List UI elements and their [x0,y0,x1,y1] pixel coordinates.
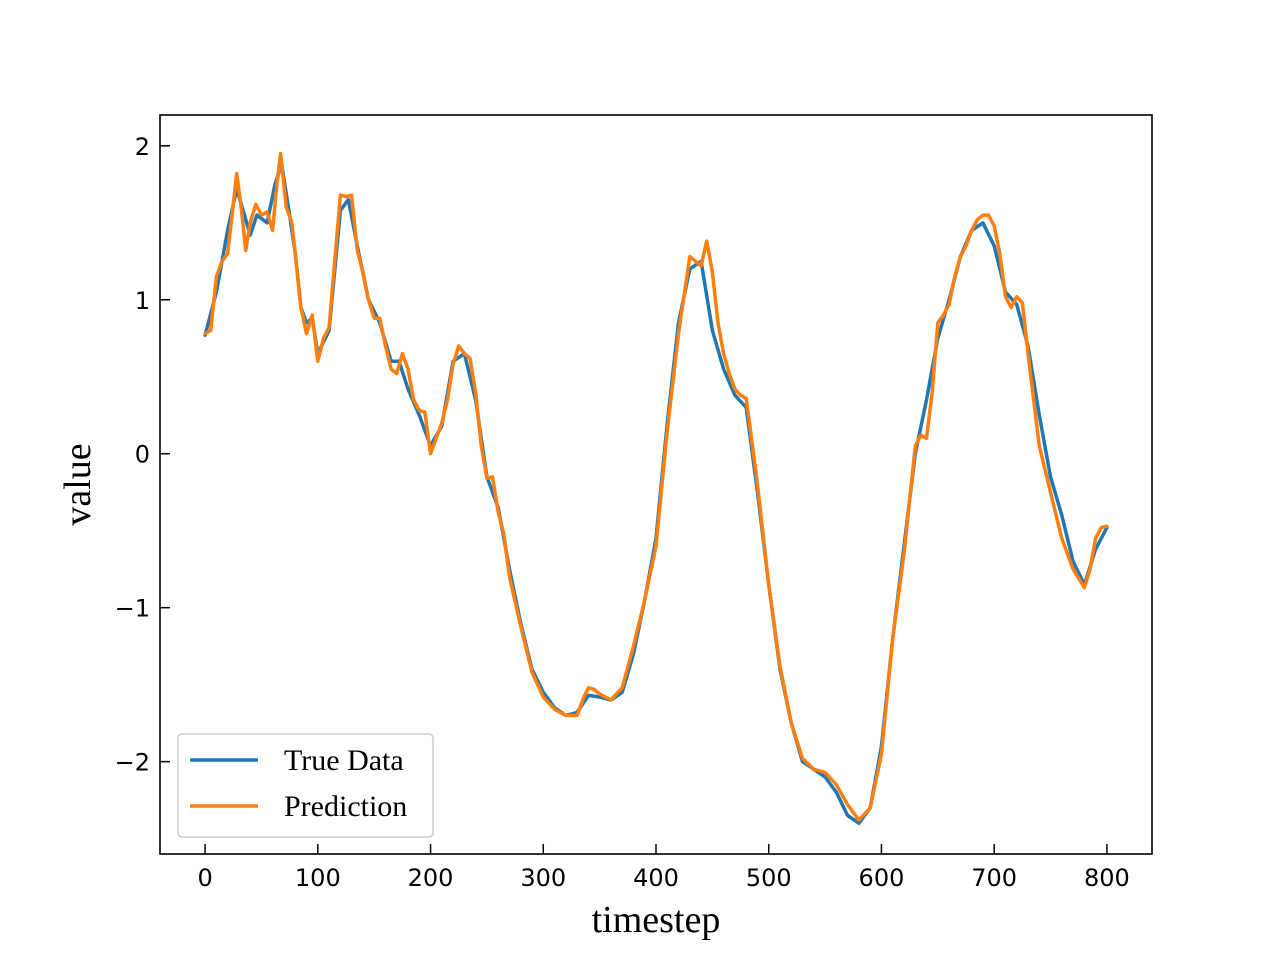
legend: True Data Prediction [177,733,434,838]
x-tick-label: 500 [746,864,792,892]
x-tick-label: 800 [1084,864,1130,892]
x-tick-label: 600 [859,864,905,892]
x-tick-label: 400 [633,864,679,892]
x-tick-label: 700 [971,864,1017,892]
y-tick-label: −1 [115,595,150,623]
series-line-prediction [203,151,1109,822]
x-axis-label: timestep [592,899,721,941]
x-tick-label: 200 [408,864,454,892]
x-tick-label: 100 [295,864,341,892]
legend-label-true-data: True Data [284,744,404,777]
x-tick-label: 300 [520,864,566,892]
y-axis-label: value [57,443,99,525]
y-axis: 2 1 0 −1 −2 [115,133,170,777]
y-tick-label: 1 [135,287,150,315]
y-tick-label: 2 [135,133,150,161]
y-tick-label: −2 [115,749,150,777]
y-tick-label: 0 [135,441,150,469]
plot-lines [203,151,1109,825]
x-tick-label: 0 [197,864,212,892]
x-axis: 0 100 200 300 400 500 600 700 800 [197,844,1130,892]
legend-label-prediction: Prediction [284,790,407,823]
